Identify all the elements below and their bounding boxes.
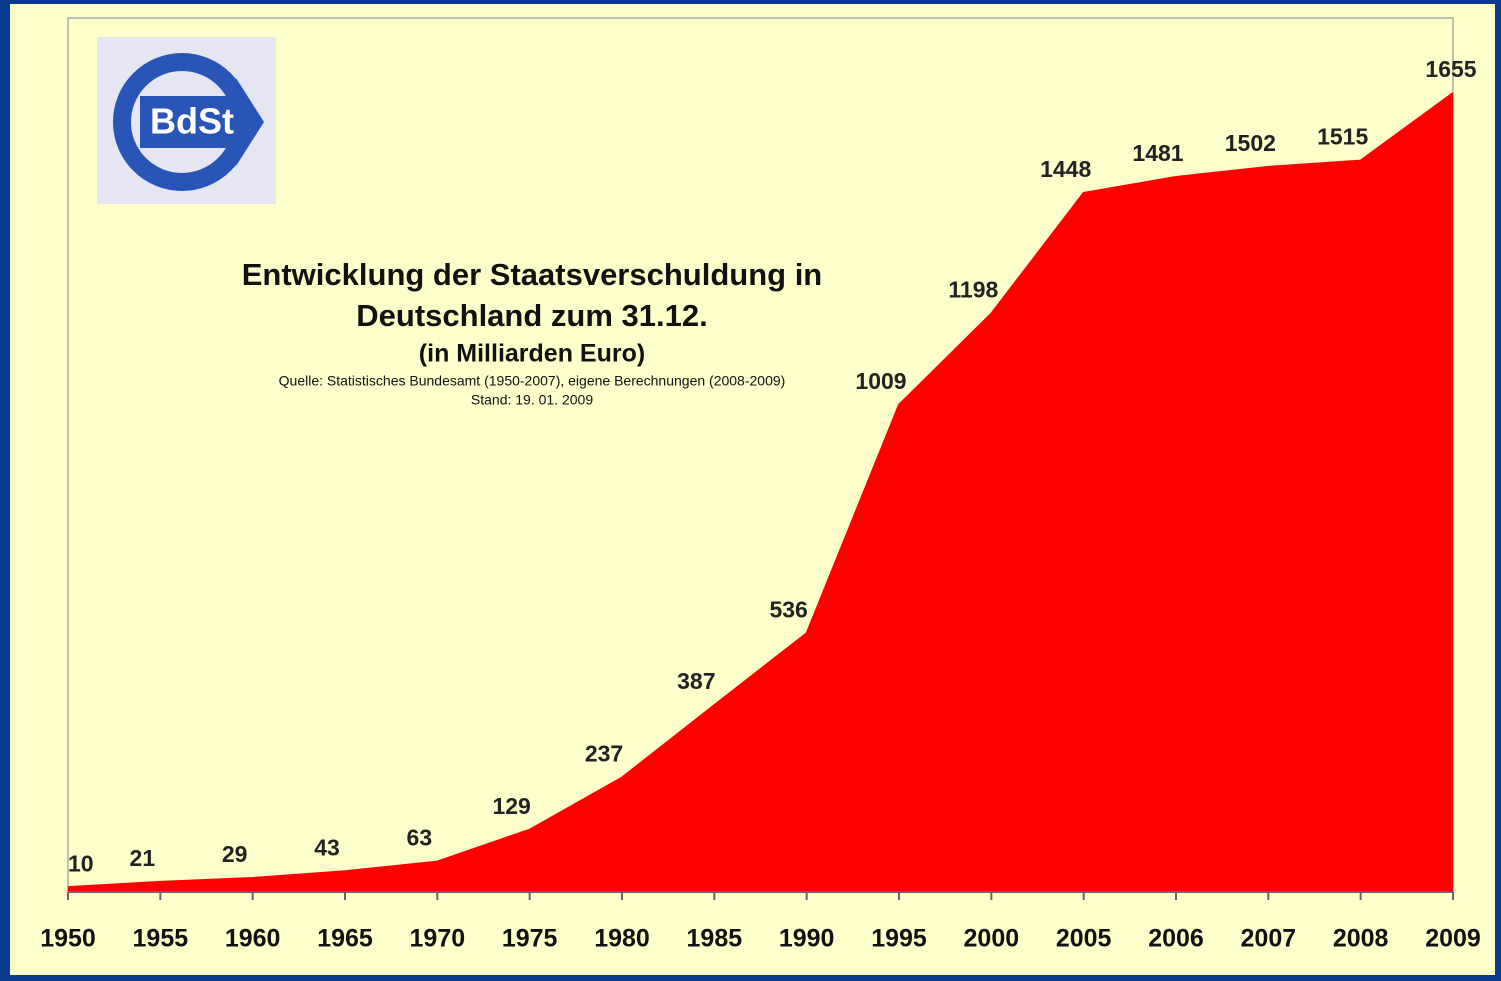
value-label: 43 [314, 834, 340, 860]
value-label: 29 [222, 841, 248, 867]
x-tick-label: 1980 [594, 925, 650, 953]
x-tick-label: 1965 [317, 925, 373, 953]
x-tick-label: 1975 [502, 925, 558, 953]
value-label: 21 [130, 845, 156, 871]
x-tick-label: 1970 [410, 925, 466, 953]
source-note: Quelle: Statistisches Bundesamt (1950-20… [279, 373, 786, 389]
x-tick-label: 2000 [964, 925, 1020, 953]
value-label: 129 [492, 793, 530, 819]
x-tick-label: 2006 [1148, 925, 1204, 953]
value-label: 10 [68, 850, 94, 876]
x-tick-label: 2007 [1241, 925, 1297, 953]
area-fill [68, 93, 1453, 892]
source-note: Stand: 19. 01. 2009 [471, 392, 593, 408]
x-tick-label: 1985 [687, 925, 743, 953]
chart-subtitle: (in Milliarden Euro) [419, 340, 645, 368]
x-tick-label: 2005 [1056, 925, 1112, 953]
value-label: 387 [677, 668, 715, 694]
value-label: 1009 [855, 368, 906, 394]
logo-text: BdSt [150, 101, 234, 142]
x-tick-label: 1950 [40, 925, 96, 953]
value-label: 1655 [1425, 56, 1476, 82]
area-line [67, 92, 1454, 889]
chart-title: Deutschland zum 31.12. [356, 298, 707, 333]
x-tick-label: 1955 [133, 925, 189, 953]
logo: BdSt [97, 37, 276, 204]
x-tick-label: 1990 [779, 925, 835, 953]
value-label: 1502 [1225, 130, 1276, 156]
value-label: 536 [769, 596, 807, 622]
x-tick-label: 2008 [1333, 925, 1389, 953]
value-label: 1448 [1040, 156, 1091, 182]
value-label: 1481 [1132, 140, 1183, 166]
logo-arrow [140, 78, 264, 166]
x-tick-label: 1960 [225, 925, 281, 953]
value-label: 63 [407, 825, 433, 851]
x-tick-label: 1995 [871, 925, 927, 953]
value-label: 237 [585, 741, 623, 767]
x-tick-label: 2009 [1425, 925, 1481, 953]
value-label: 1198 [948, 277, 998, 303]
chart-title: Entwicklung der Staatsverschuldung in [242, 257, 823, 292]
value-label: 1515 [1317, 124, 1368, 150]
